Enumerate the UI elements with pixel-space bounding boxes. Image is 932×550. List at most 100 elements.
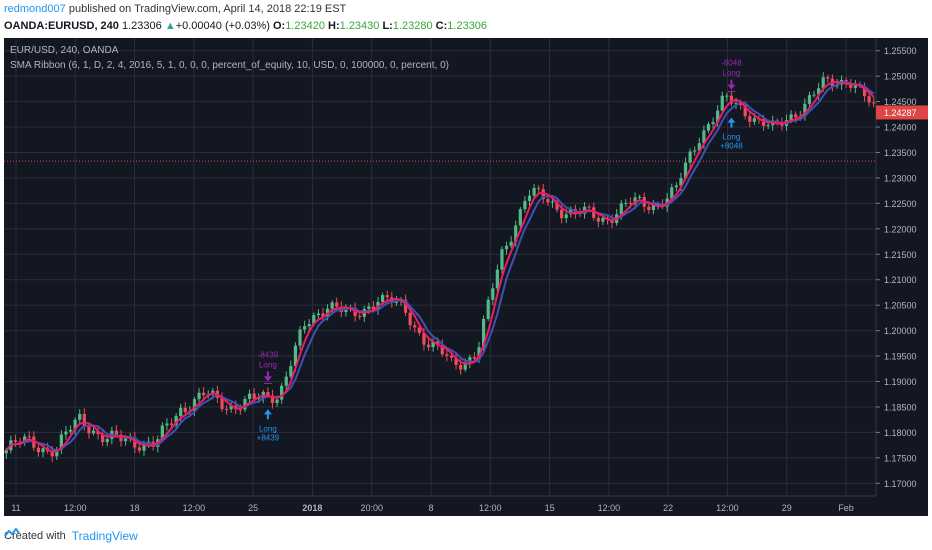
sma-fast-line <box>5 80 875 453</box>
candle-body <box>546 199 550 203</box>
candle-body <box>298 329 302 346</box>
y-tick-label: 1.21500 <box>884 250 917 260</box>
x-tick-label: 12:00 <box>183 503 206 513</box>
candle-body <box>500 249 504 270</box>
x-tick-label: 25 <box>248 503 258 513</box>
y-tick-label: 1.18000 <box>884 428 917 438</box>
candle-body <box>683 162 688 179</box>
tradingview-brand[interactable]: TradingView <box>71 529 138 543</box>
candle-body <box>748 116 752 122</box>
last-price: 1.23306 <box>121 20 162 32</box>
candle-body <box>55 449 59 457</box>
long-entry-arrow-icon <box>263 409 272 420</box>
candle-body <box>169 423 174 425</box>
candle-body <box>862 85 867 97</box>
legend-title: EUR/USD, 240, OANDA <box>10 45 119 56</box>
candle-body <box>4 450 8 454</box>
candle-body <box>679 178 683 186</box>
candle-body <box>289 366 293 377</box>
candle-body <box>101 434 105 443</box>
entry-label: Long <box>723 133 741 142</box>
candle-body <box>307 324 311 327</box>
chart-grid <box>4 38 876 496</box>
candle-body <box>192 399 197 411</box>
candle-body <box>481 318 486 348</box>
x-tick-label: 22 <box>663 503 673 513</box>
legend-study: SMA Ribbon (6, 1, D, 2, 4, 2016, 5, 1, 0… <box>10 60 449 71</box>
candle-body <box>266 391 270 396</box>
candle-body <box>316 313 320 316</box>
y-tick-label: 1.17500 <box>884 453 917 463</box>
candle-body <box>803 103 807 117</box>
entry-label: Long <box>259 424 277 433</box>
candle-body <box>174 416 178 425</box>
candle-body <box>734 103 738 105</box>
sma-ribbon <box>5 80 875 453</box>
high-value: 1.23430 <box>339 20 380 32</box>
candle-body <box>303 326 307 330</box>
candles <box>4 72 876 462</box>
candle-body <box>853 85 857 88</box>
candle-body <box>729 95 734 104</box>
candle-body <box>50 451 54 457</box>
candle-body <box>761 118 766 126</box>
candle-body <box>743 104 747 117</box>
candle-body <box>197 392 201 400</box>
candle-body <box>358 316 362 318</box>
candle-body <box>27 436 31 438</box>
candle-body <box>537 187 541 190</box>
y-tick-label: 1.19000 <box>884 377 917 387</box>
candle-body <box>13 440 18 442</box>
candle-body <box>766 125 770 127</box>
candle-body <box>270 395 275 404</box>
candle-body <box>445 354 449 356</box>
ohlc-line: OANDA:EURUSD, 240 1.23306 ▲+0.00040 (+0.… <box>4 20 487 34</box>
candle-body <box>422 333 426 345</box>
candle-body <box>133 437 137 448</box>
candle-body <box>202 392 206 396</box>
candle-body <box>78 413 82 420</box>
author-link[interactable]: redmond007 <box>4 3 66 15</box>
low-value: 1.23280 <box>392 20 433 32</box>
y-tick-label: 1.21000 <box>884 275 917 285</box>
candle-body <box>651 204 656 211</box>
candle-body <box>656 204 660 206</box>
exit-value: -8048 <box>721 59 742 68</box>
candle-body <box>812 94 816 96</box>
x-tick-label: Feb <box>838 503 854 513</box>
candle-body <box>229 405 233 410</box>
y-tick-label: 1.25000 <box>884 72 917 82</box>
candle-body <box>697 143 701 151</box>
candle-body <box>821 77 825 89</box>
candle-body <box>385 295 389 298</box>
candle-body <box>624 202 628 204</box>
chart-panel[interactable]: Long +8439 Long -8439 Long +8048 Long -8048 1.2… <box>4 38 928 516</box>
y-tick-label: 1.24500 <box>884 97 917 107</box>
candle-body <box>82 413 86 427</box>
candle-body <box>105 438 109 443</box>
candle-body <box>41 448 45 453</box>
y-tick-label: 1.22000 <box>884 224 917 234</box>
candle-body <box>247 393 252 400</box>
candle-body <box>436 341 440 345</box>
candle-body <box>550 201 555 203</box>
candle-body <box>137 447 141 451</box>
candle-body <box>867 96 871 103</box>
published-text: published on TradingView.com, April 14, … <box>65 3 347 15</box>
candle-body <box>706 124 711 131</box>
candle-body <box>183 407 187 413</box>
candle-body <box>739 103 743 105</box>
candle-body <box>693 150 697 152</box>
close-label: C: <box>435 20 448 32</box>
x-tick-label: 18 <box>130 503 140 513</box>
x-tick-label: 8 <box>428 503 433 513</box>
entry-value: +8048 <box>720 142 743 151</box>
candle-body <box>486 299 490 319</box>
candle-body <box>849 83 853 88</box>
candle-body <box>413 325 417 328</box>
candle-body <box>431 341 435 348</box>
x-tick-label: 12:00 <box>479 503 502 513</box>
y-tick-label: 1.20500 <box>884 301 917 311</box>
